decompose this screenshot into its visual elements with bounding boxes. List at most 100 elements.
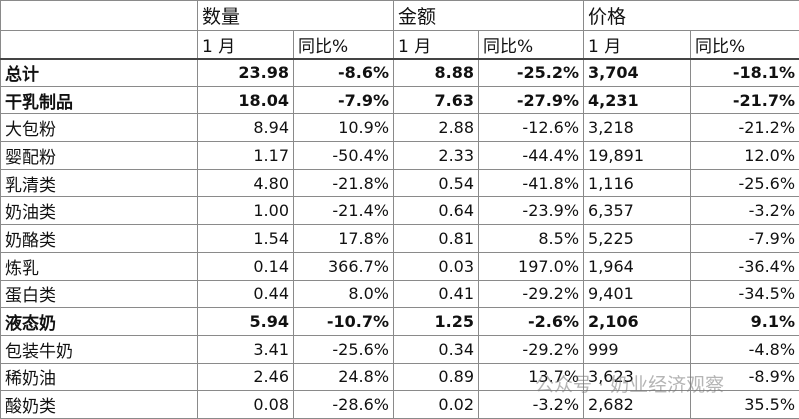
row-label: 液态奶 [0, 307, 198, 336]
cell: -8.6% [292, 58, 395, 87]
cell: 0.89 [393, 362, 480, 392]
cell: -29.2% [478, 279, 585, 309]
table-row: 酸奶类 0.08 -28.6% 0.02 -3.2% 2,682 35.5% [0, 390, 799, 419]
cell: 0.64 [393, 196, 480, 226]
subheader: 1 月 [583, 30, 692, 60]
cell: 9.1% [690, 307, 799, 336]
row-label: 酸奶类 [0, 390, 198, 419]
cell: 5,225 [583, 224, 692, 253]
cell: -7.9% [292, 85, 395, 115]
subheader: 同比% [478, 30, 585, 60]
cell: 2,106 [583, 307, 692, 336]
cell: -21.2% [690, 113, 799, 143]
cell: -4.8% [690, 334, 799, 364]
cell: 3,218 [583, 113, 692, 143]
cell: -10.7% [292, 307, 395, 336]
cell: -50.4% [292, 141, 395, 170]
cell: 4.80 [197, 168, 294, 198]
cell: 1,116 [583, 168, 692, 198]
row-label: 大包粉 [0, 113, 198, 143]
table-row: 包装牛奶 3.41 -25.6% 0.34 -29.2% 999 -4.8% [0, 334, 799, 364]
cell: 4,231 [583, 85, 692, 115]
row-label: 稀奶油 [0, 362, 198, 392]
cell: 6,357 [583, 196, 692, 226]
cell: 10.9% [292, 113, 395, 143]
cell: 0.02 [393, 390, 480, 419]
subheader-row: 1 月同比% 1 月同比% 1 月同比% [0, 30, 799, 60]
cell: 8.5% [478, 224, 585, 253]
cell: -34.5% [690, 279, 799, 309]
cell: 17.8% [292, 224, 395, 253]
cell: 999 [583, 334, 692, 364]
group-header: 数量 [196, 0, 395, 31]
cell: 1.25 [393, 307, 480, 336]
subheader: 1 月 [393, 30, 480, 60]
row-label: 乳清类 [0, 168, 198, 198]
table-row: 大包粉 8.94 10.9% 2.88 -12.6% 3,218 -21.2% [0, 113, 799, 143]
cell: -21.7% [690, 85, 799, 115]
cell: 9,401 [583, 279, 692, 309]
cell: -44.4% [478, 141, 585, 170]
cell: 7.63 [393, 85, 480, 115]
table-row: 奶酪类 1.54 17.8% 0.81 8.5% 5,225 -7.9% [0, 224, 799, 253]
cell: -2.6% [478, 307, 585, 336]
cell: 12.0% [690, 141, 799, 170]
cell: 0.44 [197, 279, 294, 309]
cell: 3,704 [583, 58, 692, 87]
table-row: 乳清类 4.80 -21.8% 0.54 -41.8% 1,116 -25.6% [0, 168, 799, 198]
row-label: 奶酪类 [0, 224, 198, 253]
cell: 1.17 [197, 141, 294, 170]
cell: 2.88 [393, 113, 480, 143]
cell: 0.41 [393, 279, 480, 309]
row-label: 干乳制品 [0, 85, 198, 115]
cell: 13.7% [478, 362, 585, 392]
header-row: 数量 金额 价格 [0, 0, 799, 31]
table-row: 婴配粉 1.17 -50.4% 2.33 -44.4% 19,891 12.0% [0, 141, 799, 170]
cell: 8.0% [292, 279, 395, 309]
cell: -21.4% [292, 196, 395, 226]
table-row: 炼乳 0.14 366.7% 0.03 197.0% 1,964 -36.4% [0, 251, 799, 281]
cell: 1.54 [197, 224, 294, 253]
row-label: 奶油类 [0, 196, 198, 226]
table-row: 稀奶油 2.46 24.8% 0.89 13.7% 3,623 -8.9% [0, 362, 799, 392]
cell: -25.6% [690, 168, 799, 198]
cell: 197.0% [478, 251, 585, 281]
cell: 0.08 [197, 390, 294, 419]
table-row: 蛋白类 0.44 8.0% 0.41 -29.2% 9,401 -34.5% [0, 279, 799, 309]
cell: 23.98 [197, 58, 294, 87]
cell: -25.6% [292, 334, 395, 364]
cell: -8.9% [690, 362, 799, 392]
row-label: 炼乳 [0, 251, 198, 281]
cell: 2,682 [583, 390, 692, 419]
group-header: 价格 [583, 0, 799, 31]
cell: -7.9% [690, 224, 799, 253]
header-cell [0, 0, 198, 31]
cell: -27.9% [478, 85, 585, 115]
row-label: 包装牛奶 [0, 334, 198, 364]
cell: -29.2% [478, 334, 585, 364]
table-row: 奶油类 1.00 -21.4% 0.64 -23.9% 6,357 -3.2% [0, 196, 799, 226]
cell: 2.46 [197, 362, 294, 392]
cell: -12.6% [478, 113, 585, 143]
cell: -3.2% [478, 390, 585, 419]
cell: 3.41 [197, 334, 294, 364]
cell: 1,964 [583, 251, 692, 281]
cell: -28.6% [292, 390, 395, 419]
cell: 8.88 [393, 58, 480, 87]
table-row: 总计 23.98 -8.6% 8.88 -25.2% 3,704 -18.1% [0, 58, 799, 87]
cell: 1.00 [197, 196, 294, 226]
cell: 0.14 [197, 251, 294, 281]
header-cell [0, 30, 198, 60]
cell: -3.2% [690, 196, 799, 226]
cell: -41.8% [478, 168, 585, 198]
subheader: 1 月 [197, 30, 294, 60]
cell: -36.4% [690, 251, 799, 281]
cell: -23.9% [478, 196, 585, 226]
subheader: 同比% [690, 30, 799, 60]
cell: -18.1% [690, 58, 799, 87]
cell: 2.33 [393, 141, 480, 170]
cell: 35.5% [690, 390, 799, 419]
cell: 0.03 [393, 251, 480, 281]
